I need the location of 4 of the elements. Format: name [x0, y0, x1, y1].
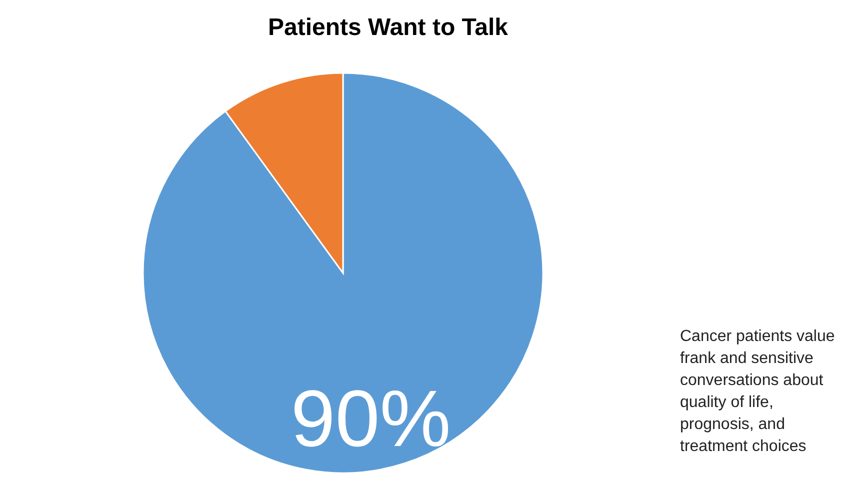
- text: Cancer patients value frank and sensitive conversations about quality of life, prognosis, and treatment choices: [680, 327, 836, 457]
- pie-slice: [142, 72, 544, 474]
- data-label: 90%: [290, 374, 451, 464]
- chart-title: Patients Want to Talk: [266, 14, 510, 42]
